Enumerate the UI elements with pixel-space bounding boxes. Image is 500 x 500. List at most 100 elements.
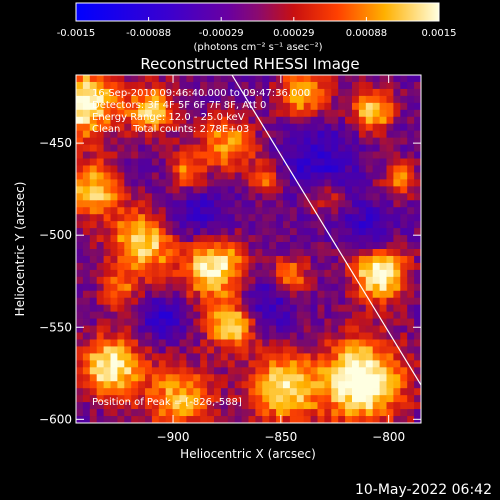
heatmap-cell xyxy=(358,165,367,173)
heatmap-cell xyxy=(76,200,84,208)
heatmap-cell xyxy=(227,172,236,180)
heatmap-cell xyxy=(76,75,84,83)
heatmap-cell xyxy=(207,395,215,403)
heatmap-cell xyxy=(296,137,305,145)
heatmap-cell xyxy=(303,130,311,139)
heatmap-cell xyxy=(179,346,187,354)
heatmap-cell xyxy=(227,416,236,423)
heatmap-cell xyxy=(207,186,215,194)
heatmap-cell xyxy=(234,179,242,187)
heatmap-cell xyxy=(414,186,421,194)
heatmap-cell xyxy=(269,200,277,208)
heatmap-cell xyxy=(338,158,346,166)
heatmap-cell xyxy=(200,346,208,354)
heatmap-cell xyxy=(234,269,242,278)
heatmap-cell xyxy=(269,102,277,111)
heatmap-cell xyxy=(393,186,401,194)
heatmap-cell xyxy=(227,269,236,278)
heatmap-cell xyxy=(207,165,215,173)
heatmap-cell xyxy=(227,304,236,313)
heatmap-cell xyxy=(89,193,98,201)
heatmap-cell xyxy=(96,311,104,319)
heatmap-cell xyxy=(365,381,374,389)
heatmap-cell xyxy=(283,269,291,278)
heatmap-cell xyxy=(386,165,394,173)
heatmap-cell xyxy=(269,172,277,180)
heatmap-cell xyxy=(310,276,318,285)
heatmap-cell xyxy=(407,332,415,340)
heatmap-cell xyxy=(414,395,421,403)
heatmap-cell xyxy=(165,367,173,375)
heatmap-cell xyxy=(289,242,298,250)
heatmap-cell xyxy=(96,304,104,313)
heatmap-cell xyxy=(234,249,242,257)
heatmap-cell xyxy=(317,235,325,243)
heatmap-cell xyxy=(331,353,339,361)
heatmap-cell xyxy=(358,88,367,97)
heatmap-cell xyxy=(303,318,311,326)
heatmap-cell xyxy=(227,193,236,201)
heatmap-cell xyxy=(131,172,139,180)
heatmap-cell xyxy=(241,109,249,118)
heatmap-cell xyxy=(414,297,421,306)
heatmap-cell xyxy=(200,332,208,340)
heatmap-cell xyxy=(172,395,180,403)
heatmap-cell xyxy=(103,374,111,382)
heatmap-cell xyxy=(338,304,346,313)
heatmap-cell xyxy=(296,388,305,396)
heatmap-cell xyxy=(158,200,167,208)
heatmap-cell xyxy=(117,367,125,375)
heatmap-cell xyxy=(227,297,236,306)
heatmap-cell xyxy=(248,402,256,410)
heatmap-cell xyxy=(379,102,387,111)
heatmap-cell xyxy=(151,381,160,389)
heatmap-cell xyxy=(172,221,180,229)
heatmap-cell xyxy=(151,165,160,173)
heatmap-cell xyxy=(165,276,173,285)
heatmap-cell xyxy=(131,311,139,319)
heatmap-cell xyxy=(241,81,249,90)
heatmap-cell xyxy=(220,374,229,382)
heatmap-cell xyxy=(207,367,215,375)
heatmap-cell xyxy=(117,297,125,306)
heatmap-cell xyxy=(151,228,160,236)
heatmap-cell xyxy=(324,186,332,194)
heatmap-cell xyxy=(117,304,125,313)
heatmap-cell xyxy=(358,75,367,83)
heatmap-cell xyxy=(103,402,111,410)
heatmap-cell xyxy=(345,297,353,306)
heatmap-cell xyxy=(324,130,332,139)
heatmap-cell xyxy=(262,186,270,194)
heatmap-cell xyxy=(234,151,242,159)
heatmap-cell xyxy=(400,255,408,264)
heatmap-cell xyxy=(207,388,215,396)
heatmap-cell xyxy=(331,144,339,152)
heatmap-cell xyxy=(193,144,201,152)
heatmap-cell xyxy=(220,228,229,236)
heatmap-cell xyxy=(303,109,311,118)
heatmap-cell xyxy=(248,297,256,306)
heatmap-cell xyxy=(331,116,339,125)
heatmap-cell xyxy=(310,88,318,97)
heatmap-cell xyxy=(324,249,332,257)
heatmap-cell xyxy=(379,353,387,361)
heatmap-cell xyxy=(117,165,125,173)
heatmap-cell xyxy=(414,311,421,319)
heatmap-cell xyxy=(158,353,167,361)
heatmap-cell xyxy=(145,249,153,257)
heatmap-cell xyxy=(358,325,367,333)
heatmap-cell xyxy=(386,235,394,243)
heatmap-cell xyxy=(172,123,180,132)
heatmap-cell xyxy=(331,269,339,278)
heatmap-cell xyxy=(276,290,284,299)
heatmap-cell xyxy=(276,221,284,229)
heatmap-cell xyxy=(76,276,84,285)
heatmap-cell xyxy=(400,95,408,104)
heatmap-cell xyxy=(303,416,311,423)
heatmap-cell xyxy=(400,249,408,257)
heatmap-cell xyxy=(269,81,277,90)
heatmap-cell xyxy=(386,395,394,403)
heatmap-cell xyxy=(82,353,91,361)
heatmap-cell xyxy=(89,346,98,354)
heatmap-cell xyxy=(151,151,160,159)
